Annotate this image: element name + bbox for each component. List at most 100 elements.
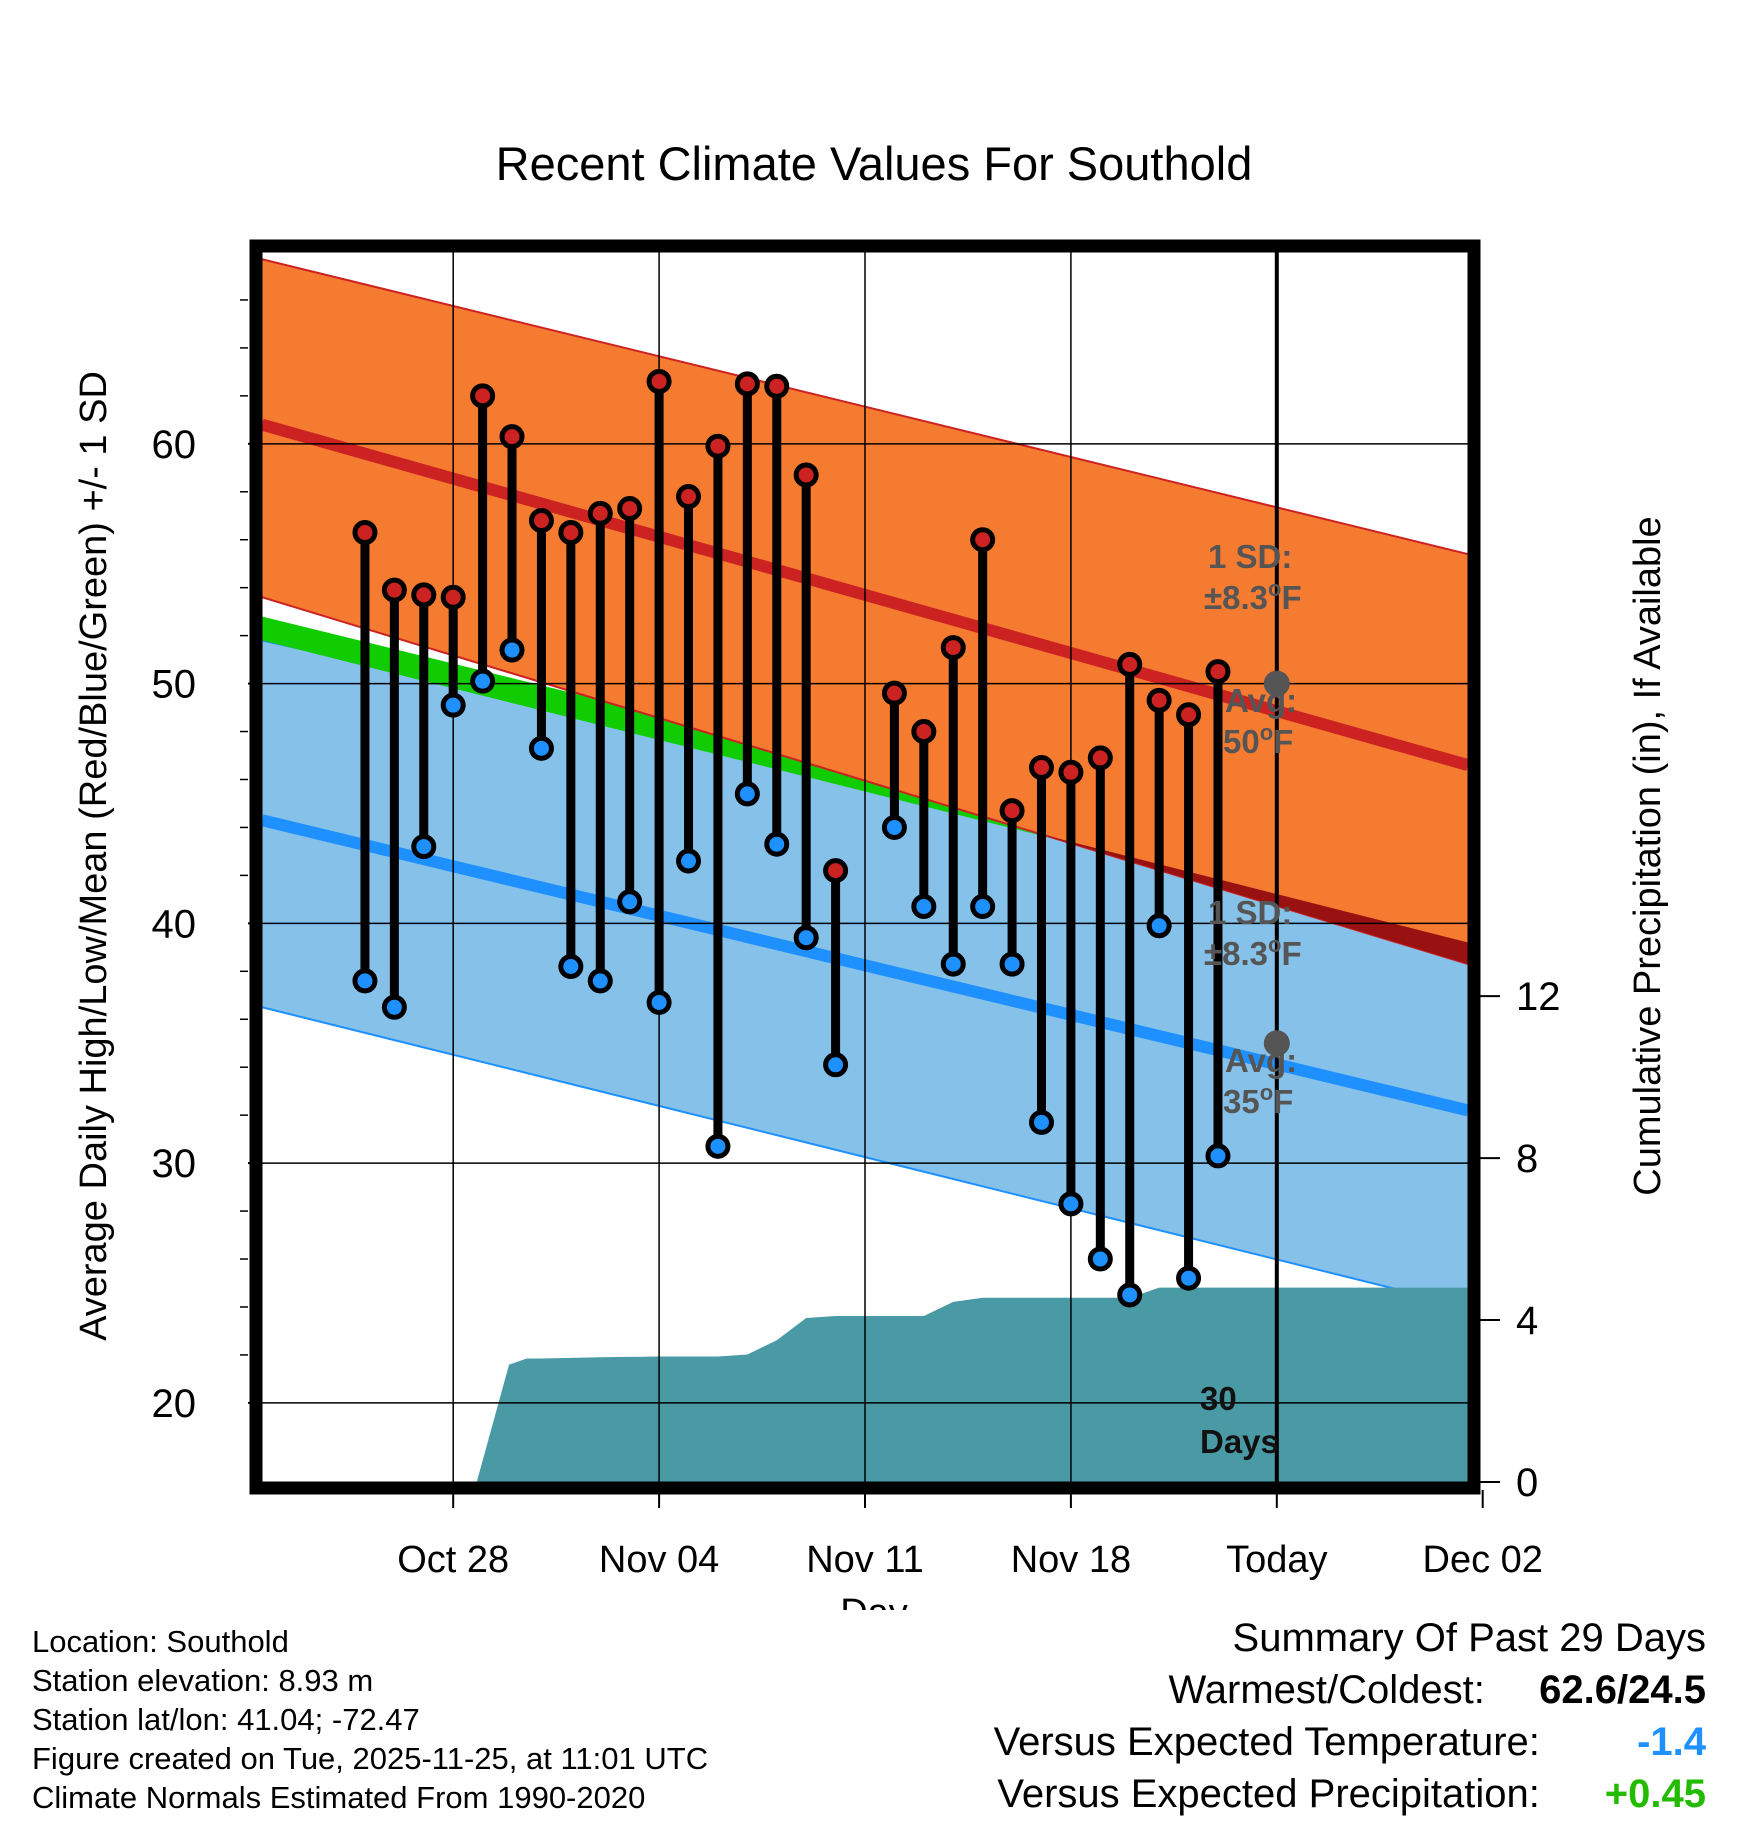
low-temp-point xyxy=(1205,1143,1231,1169)
x-tick-label: Oct 28 xyxy=(397,1539,509,1581)
low-temp-point xyxy=(1087,1246,1113,1272)
summary-panel: Summary Of Past 29 Days Warmest/Coldest:… xyxy=(994,1612,1706,1820)
y2-tick-label: 4 xyxy=(1516,1299,1538,1343)
y2-tick-label: 12 xyxy=(1516,975,1561,1019)
low-avg-label: Avg: xyxy=(1225,1042,1297,1079)
low-temp-point xyxy=(558,954,584,980)
low-temp-point xyxy=(793,925,819,951)
high-temp-point xyxy=(734,371,760,397)
low-temp-point xyxy=(999,951,1025,977)
window-length-unit: Days xyxy=(1200,1423,1279,1460)
high-temp-point xyxy=(587,500,613,526)
low-temp-point xyxy=(1176,1265,1202,1291)
latlon-text: Station lat/lon: 41.04; -72.47 xyxy=(32,1702,420,1737)
low-sd-label: 1 SD: xyxy=(1208,894,1292,931)
x-axis-label: Day xyxy=(840,1592,908,1610)
high-temp-point xyxy=(617,496,643,522)
high-temp-point xyxy=(470,383,496,409)
created-text: Figure created on Tue, 2025-11-25, at 11… xyxy=(32,1741,709,1776)
high-temp-point xyxy=(1028,754,1054,780)
today-low-normal-marker xyxy=(1263,1030,1290,1057)
y-tick-label: 20 xyxy=(152,1382,197,1426)
window-length-number: 30 xyxy=(1200,1380,1237,1417)
high-temp-point xyxy=(1146,687,1172,713)
low-temp-point xyxy=(734,781,760,807)
low-temp-point xyxy=(764,831,790,857)
low-temp-point xyxy=(676,848,702,874)
high-temp-point xyxy=(411,582,437,608)
location-text: Location: Southold xyxy=(32,1624,289,1659)
low-temp-point xyxy=(381,994,407,1020)
low-temp-point xyxy=(587,968,613,994)
high-avg-value: 50oF xyxy=(1223,720,1293,760)
x-tick-label: Nov 18 xyxy=(1011,1539,1131,1581)
y2-tick-label: 0 xyxy=(1516,1461,1538,1505)
low-temp-point xyxy=(1028,1109,1054,1135)
low-temp-point xyxy=(1058,1191,1084,1217)
y2-axis-label: Cumulative Precipitation (in), If Availa… xyxy=(1627,516,1669,1195)
precip-label: Versus Expected Precipitation: xyxy=(997,1772,1540,1816)
elevation-text: Station elevation: 8.93 m xyxy=(32,1663,374,1698)
climate-chart: Recent Climate Values For Southold 1 SD:… xyxy=(73,137,1669,1610)
low-temp-point xyxy=(940,951,966,977)
normals-text: Climate Normals Estimated From 1990-2020 xyxy=(32,1780,646,1815)
low-temp-point xyxy=(411,834,437,860)
low-temp-point xyxy=(970,894,996,920)
low-temp-point xyxy=(646,989,672,1015)
low-temp-point xyxy=(823,1052,849,1078)
warm-cold-label: Warmest/Coldest: xyxy=(1168,1668,1485,1712)
y-axis-label: Average Daily High/Low/Mean (Red/Blue/Gr… xyxy=(73,371,115,1341)
high-temp-point xyxy=(911,719,937,745)
high-temp-point xyxy=(970,527,996,553)
summary-title: Summary Of Past 29 Days xyxy=(1232,1616,1706,1660)
plot-frame xyxy=(249,239,1481,1495)
today-high-normal-marker xyxy=(1263,670,1290,697)
y-tick-label: 30 xyxy=(152,1142,197,1186)
high-temp-point xyxy=(676,484,702,510)
high-temp-point xyxy=(381,577,407,603)
y-tick-label: 50 xyxy=(152,663,197,707)
temp-label: Versus Expected Temperature: xyxy=(993,1720,1540,1764)
warm-cold-value: 62.6/24.5 xyxy=(1539,1668,1706,1712)
low-avg-value: 35oF xyxy=(1223,1080,1293,1120)
low-temp-point xyxy=(617,889,643,915)
mean-band-overlap xyxy=(1041,834,1468,965)
high-temp-point xyxy=(881,680,907,706)
low-temp-point xyxy=(705,1133,731,1159)
high-temp-point xyxy=(823,858,849,884)
low-temp-point xyxy=(499,637,525,663)
high-temp-point xyxy=(528,508,554,534)
high-avg-label: Avg: xyxy=(1225,682,1297,719)
high-temp-point xyxy=(440,584,466,610)
low-temp-point xyxy=(352,968,378,994)
temp-row: Versus Expected Temperature: -1.4 xyxy=(994,1716,1706,1768)
x-tick-label: Today xyxy=(1226,1539,1327,1581)
x-tick-label: Dec 02 xyxy=(1423,1539,1543,1581)
high-temp-point xyxy=(999,798,1025,824)
warm-cold-row: Warmest/Coldest: 62.6/24.5 xyxy=(994,1664,1707,1716)
high-sd-label: 1 SD: xyxy=(1208,538,1292,575)
low-temp-point xyxy=(440,692,466,718)
y2-tick-label: 8 xyxy=(1516,1137,1538,1181)
high-temp-point xyxy=(646,368,672,394)
high-temp-point xyxy=(352,520,378,546)
high-sd-value: ±8.3oF xyxy=(1204,576,1302,616)
low-temp-point xyxy=(911,894,937,920)
high-temp-point xyxy=(499,424,525,450)
high-temp-point xyxy=(1117,651,1143,677)
low-temp-point xyxy=(528,735,554,761)
high-temp-point xyxy=(705,433,731,459)
y-tick-label: 60 xyxy=(152,423,197,467)
precip-row: Versus Expected Precipitation: +0.45 xyxy=(994,1768,1706,1820)
station-info: Location: Southold Station elevation: 8.… xyxy=(32,1622,708,1817)
y-tick-label: 40 xyxy=(152,902,197,946)
x-tick-label: Nov 11 xyxy=(806,1539,924,1581)
high-temp-point xyxy=(558,520,584,546)
high-temp-point xyxy=(1058,759,1084,785)
low-sd-value: ±8.3oF xyxy=(1204,932,1302,972)
x-tick-label: Nov 04 xyxy=(599,1539,719,1581)
high-temp-point xyxy=(793,462,819,488)
high-temp-point xyxy=(940,635,966,661)
high-temp-point xyxy=(1176,702,1202,728)
precip-value: +0.45 xyxy=(1604,1772,1706,1816)
